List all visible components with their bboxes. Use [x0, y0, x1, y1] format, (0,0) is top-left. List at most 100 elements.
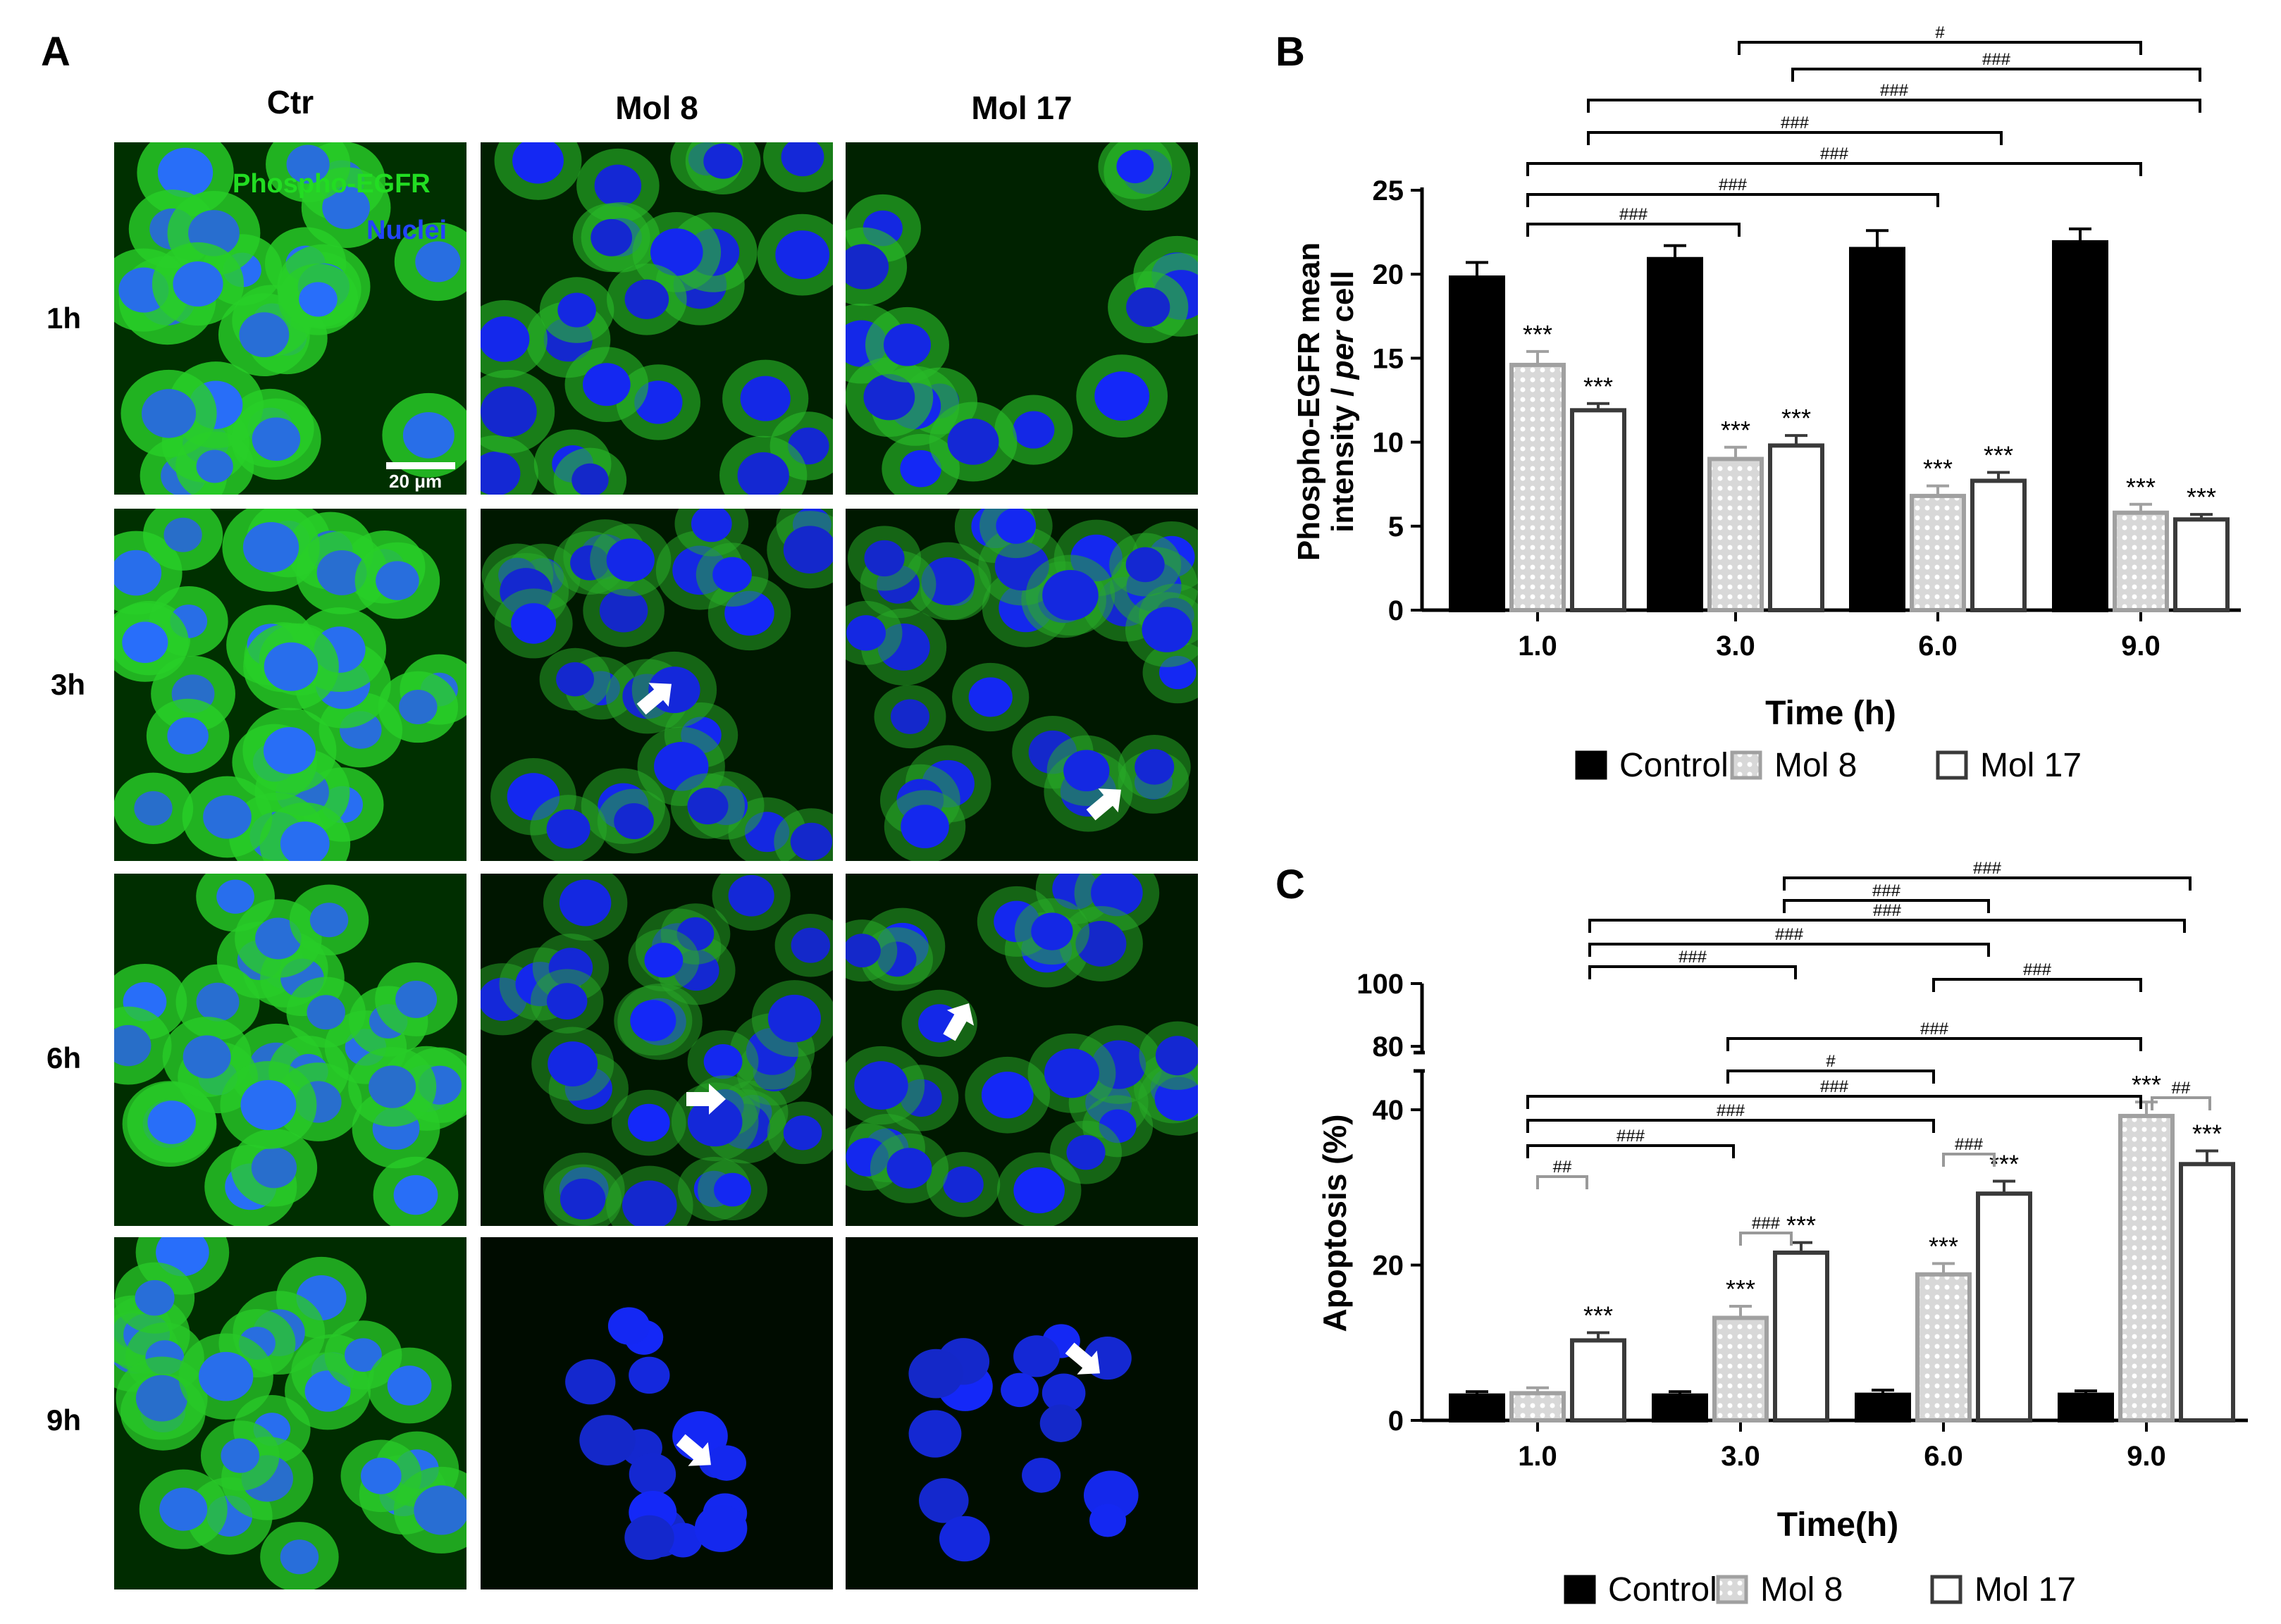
x-tick-label: 9.0 [2121, 631, 2161, 662]
micrograph-tile [114, 142, 466, 495]
y-tick-label: 20 [1373, 1251, 1404, 1282]
significance-bracket [1526, 1095, 2142, 1109]
significance-bracket-label: ### [1717, 1101, 1745, 1120]
x-axis-label: Time(h) [1777, 1506, 1898, 1544]
cell-nucleus [1031, 912, 1073, 950]
cell-nucleus [240, 1079, 297, 1130]
bar-mol-8 [1910, 493, 1966, 612]
y-axis-label-part: cell [1325, 271, 1360, 331]
chart-b: 0 5 10 15 20 25 1.0 3.0 6.0 9.0 *** *** *** *** *** ***… [1261, 0, 2281, 845]
micrograph-image [481, 142, 833, 495]
cell-nucleus [846, 244, 889, 290]
cell-nucleus [196, 982, 240, 1022]
y-tick-label: 15 [1373, 343, 1404, 374]
cell-nucleus [395, 980, 438, 1018]
cell-nucleus [908, 1349, 963, 1399]
bar-mol-8 [2118, 1113, 2175, 1422]
y-tick-label: 10 [1373, 428, 1404, 459]
cell-nucleus [548, 1041, 598, 1086]
significance-bracket-label: ### [1719, 175, 1748, 194]
bar-mol-17 [1970, 478, 2027, 612]
cell-nucleus [345, 1338, 382, 1372]
cell-nucleus [968, 677, 1013, 717]
panel-letter-c: C [1275, 862, 1305, 907]
significance-bracket [1726, 1037, 2142, 1051]
y-tick-label: 5 [1388, 512, 1404, 543]
column-title-mol8: Mol 8 [615, 89, 698, 126]
cell-nucleus [1013, 1335, 1060, 1377]
cell-nucleus [221, 1438, 260, 1473]
micrograph-tile [114, 509, 466, 861]
cell-nucleus [571, 463, 609, 495]
cell-nucleus [402, 411, 455, 459]
cell-nucleus [122, 621, 168, 664]
significance-bracket-label: ### [2023, 960, 2052, 979]
micrograph-image [846, 1237, 1198, 1589]
y-tick-label: 100 [1356, 969, 1404, 1000]
cell-nucleus [481, 451, 521, 495]
cell-nucleus [216, 879, 254, 914]
cell-nucleus [251, 1147, 297, 1189]
cell-nucleus [1155, 1036, 1198, 1076]
cell-nucleus [280, 1539, 319, 1575]
cell-nucleus [135, 1279, 175, 1316]
legend-swatch-0 [1575, 750, 1607, 780]
cell-nucleus [846, 934, 881, 968]
bar-mol-8 [1915, 1272, 1972, 1422]
micrograph-tile [481, 874, 833, 1226]
cell-nucleus [1039, 1404, 1082, 1442]
bar-control [1849, 247, 1905, 612]
bar-mol-8 [1509, 362, 1566, 612]
significance-bracket [1738, 41, 2142, 55]
cell-nucleus [1013, 411, 1055, 449]
cell-nucleus [1094, 371, 1150, 421]
significance-bracket [1942, 1153, 1996, 1167]
significance-bracket-label: ### [1619, 205, 1648, 224]
cell-nucleus [943, 1166, 984, 1203]
cell-nucleus [565, 1359, 616, 1405]
cell-nucleus [703, 143, 743, 179]
white-arrow-icon [1084, 782, 1126, 824]
cell-nucleus [556, 662, 594, 697]
cell-nucleus [511, 603, 557, 644]
y-tick-label: 80 [1373, 1031, 1404, 1062]
legend-swatch-2 [1930, 1575, 1962, 1604]
scale-bar-label: 20 μm [389, 471, 443, 492]
cell-nucleus [159, 1487, 208, 1531]
cell-nucleus [703, 1043, 743, 1079]
significance-bracket [1526, 162, 2142, 176]
bar-mol-17 [1976, 1191, 2032, 1422]
cell-nucleus [163, 517, 202, 552]
cell-nucleus [369, 1065, 416, 1108]
cell-nucleus [546, 983, 588, 1019]
bar-control [2052, 240, 2108, 612]
significance-bracket [1526, 1119, 1935, 1133]
cell-nucleus [901, 805, 949, 848]
cell-nucleus [242, 522, 299, 573]
significance-bracket [1587, 99, 2201, 113]
cell-nucleus [707, 1445, 746, 1481]
micrograph-image [481, 874, 833, 1226]
cell-nucleus [775, 230, 830, 280]
cell-nucleus [694, 1504, 748, 1552]
column-title-ctr: Ctr [266, 84, 314, 120]
micrograph-image [846, 142, 1198, 495]
cell-nucleus [891, 699, 929, 734]
cell-nucleus [594, 164, 642, 207]
x-tick-label: 9.0 [2127, 1441, 2166, 1472]
cell-nucleus [387, 1365, 432, 1406]
nuclei-label: Nuclei [366, 216, 447, 245]
cell-nucleus [559, 879, 612, 926]
y-tick-label: 40 [1373, 1095, 1404, 1126]
cell-nucleus [157, 147, 214, 198]
white-arrow-icon [634, 676, 676, 719]
cell-nucleus [981, 1072, 1034, 1119]
significance-bracket-label: ## [2172, 1079, 2191, 1098]
significance-label: *** [2192, 1120, 2222, 1148]
significance-label: *** [1726, 1275, 1755, 1303]
bar-control [1652, 1393, 1708, 1422]
cell-nucleus [687, 787, 729, 825]
cell-nucleus [255, 917, 302, 960]
cell-nucleus [1041, 1373, 1086, 1413]
